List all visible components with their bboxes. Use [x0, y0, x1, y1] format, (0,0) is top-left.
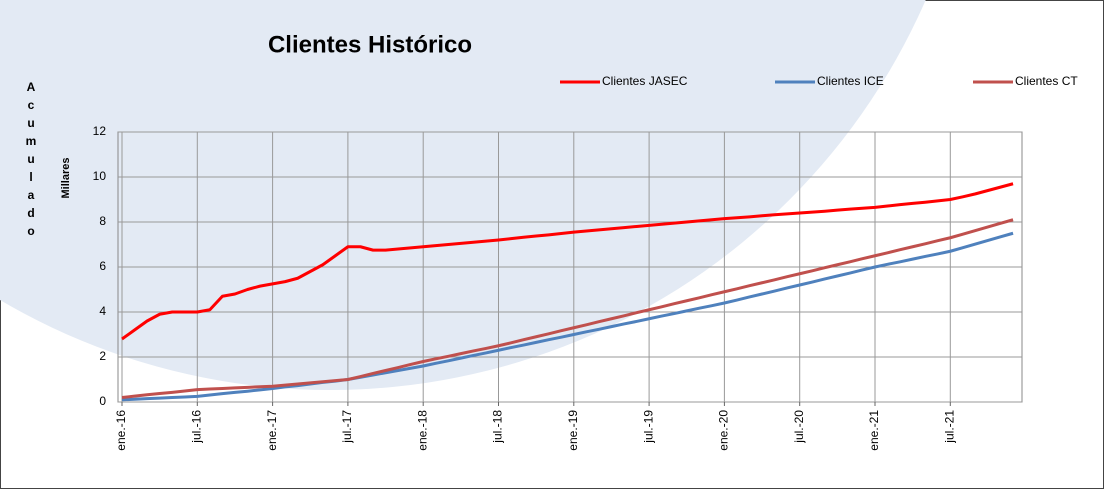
- series-line: [121, 182, 1014, 341]
- chart-title: Clientes Histórico: [268, 31, 472, 58]
- x-tick-label: jul.-17: [340, 410, 354, 444]
- legend-label: Clientes JASEC: [602, 74, 688, 88]
- x-tick-label: jul.-20: [792, 410, 806, 444]
- y-units-label: Millares: [60, 158, 72, 199]
- y-axis-label: Acumulado: [24, 80, 38, 242]
- y-tick-label: 8: [99, 214, 106, 228]
- x-tick-label: ene.-19: [566, 410, 580, 451]
- x-tick-label: jul.-21: [942, 410, 956, 444]
- y-tick-label: 12: [93, 124, 107, 138]
- x-tick-label: jul.-18: [491, 410, 505, 444]
- x-tick-label: jul.-16: [189, 410, 203, 444]
- x-tick-label: ene.-21: [867, 410, 881, 451]
- y-tick-label: 4: [99, 304, 106, 318]
- series-line: [121, 218, 1014, 399]
- y-tick-label: 10: [93, 169, 107, 183]
- x-tick-label: ene.-17: [265, 410, 279, 451]
- x-tick-label: jul.-19: [641, 410, 655, 444]
- legend-label: Clientes ICE: [817, 74, 884, 88]
- x-tick-label: ene.-18: [415, 410, 429, 451]
- y-tick-label: 2: [99, 349, 106, 363]
- legend-label: Clientes CT: [1015, 74, 1078, 88]
- y-tick-label: 0: [99, 394, 106, 408]
- y-tick-label: 6: [99, 259, 106, 273]
- x-tick-label: ene.-20: [717, 410, 731, 451]
- background-swoosh: [0, 0, 926, 390]
- series-line: [121, 231, 1014, 402]
- x-tick-label: ene.-16: [114, 410, 128, 451]
